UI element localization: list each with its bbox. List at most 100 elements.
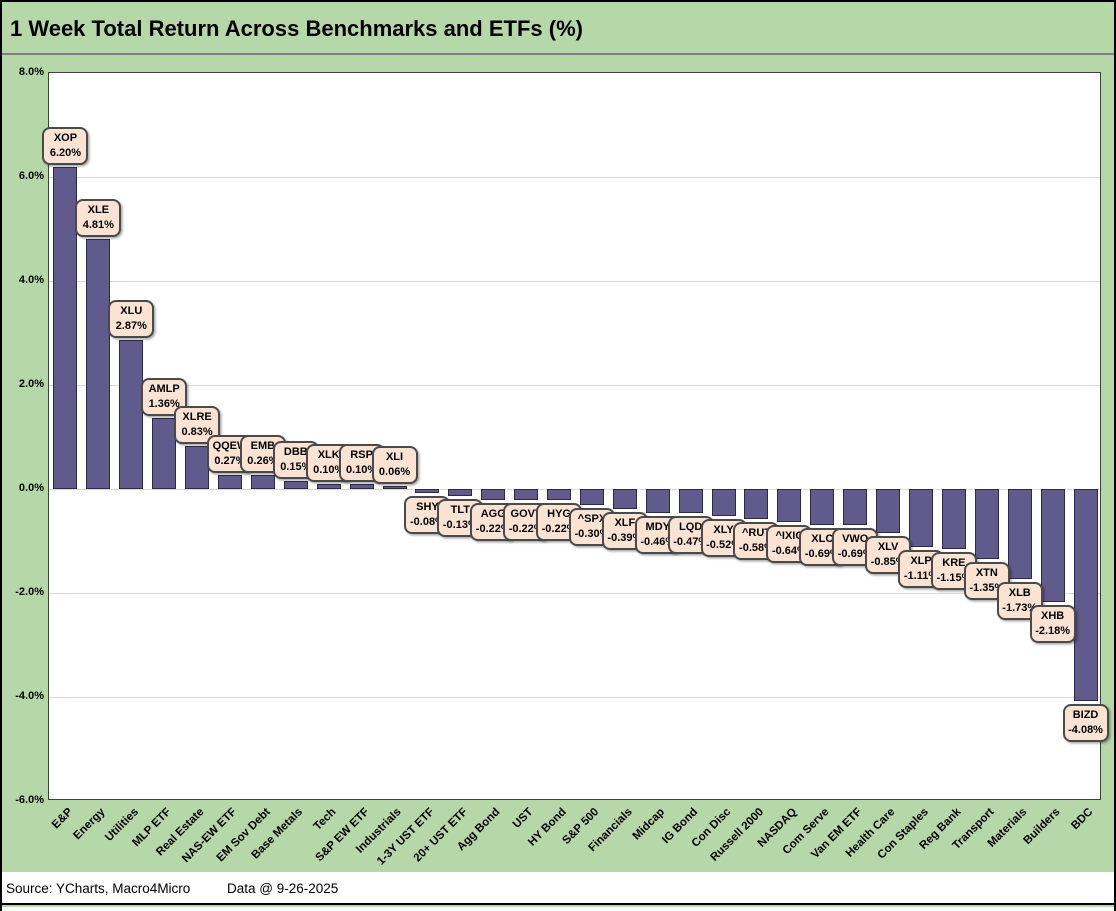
gridline [49,593,1100,594]
bar [579,489,604,505]
callout-value: -0.58% [739,542,774,555]
bar [119,339,144,489]
callout-value: -0.08% [409,516,445,529]
callout-ticker: DBB [283,446,308,459]
gridline [49,281,1100,282]
bar [1073,489,1098,702]
data-label-callout: XOP 6.20% [42,126,89,165]
callout-ticker: LQD [679,521,703,534]
callout-value: 6.20% [49,146,82,159]
bar [974,489,999,560]
callout-ticker: KRE [942,556,966,569]
callout-value: -1.11% [903,569,939,582]
callout-ticker: XLV [877,541,899,554]
callout-value: -2.18% [1035,625,1071,638]
callout-ticker: HYG [547,508,571,521]
callout-value: 0.27% [214,454,246,467]
callout-value: -0.30% [574,527,610,540]
bar [547,489,572,501]
callout-ticker: MDY [645,520,670,533]
x-tick-label: Tech [311,806,339,833]
callout-ticker: VWO [842,532,869,545]
y-tick-label: 4.0% [18,274,44,286]
callout-ticker: GOVT [510,508,542,521]
title-separator [2,53,1114,55]
bar [316,483,341,489]
bar [250,475,275,489]
bar [349,483,374,489]
callout-ticker: XHB [1041,610,1065,623]
callout-ticker: XLRE [182,410,212,423]
callout-ticker: XLE [87,203,110,216]
callout-value: 0.15% [280,461,312,474]
bar [382,485,407,489]
footer-padding [2,907,1114,911]
y-tick-label: 6.0% [18,170,44,182]
x-tick-label: UST [510,806,536,831]
callout-ticker: XLF [614,517,636,530]
bar [53,166,78,489]
callout-ticker: EMB [250,440,276,453]
callout-ticker: SHY [416,501,439,514]
callout-ticker: XLP [910,554,932,567]
y-tick-label: -6.0% [15,794,44,806]
callout-ticker: AGG [480,508,506,521]
source-note: Source: YCharts, Macro4Micro [6,881,191,896]
callout-value: -0.39% [607,532,643,545]
callout-value: -0.69% [804,547,840,560]
gridline [49,177,1100,178]
footer-bar: Source: YCharts, Macro4Micro Data @ 9-26… [2,872,1114,905]
bar [744,489,769,520]
bar [711,489,736,517]
bar [1040,489,1065,603]
gridline [49,697,1100,698]
callout-ticker: TLT [450,503,470,516]
callout-value: -0.85% [870,556,906,569]
bar [152,418,177,489]
bar [810,489,835,525]
callout-value: 0.83% [181,425,213,438]
bar [481,489,506,501]
data-label-callout: XLRE 0.83% [174,405,221,444]
bar [415,489,440,494]
bar [514,489,539,501]
callout-value: -0.46% [640,535,676,548]
callout-ticker: XLK [317,448,340,461]
bar [876,489,901,534]
callout-ticker: AMLP [148,383,180,396]
callout-ticker: XLC [811,532,834,545]
data-label-callout: XLI 0.06% [371,445,418,484]
bar [185,445,210,489]
callout-ticker: ^RUT [741,527,771,540]
x-tick-label: Energy [71,806,108,843]
callout-value: -0.69% [837,547,873,560]
callout-ticker: ^IXIC [775,530,804,543]
callout-ticker: BIZD [1072,709,1099,722]
x-tick-label: BDC [1068,806,1096,833]
bar [645,489,670,513]
callout-value: -1.73% [1002,601,1038,614]
data-label-callout: XHB -2.18% [1029,605,1076,644]
data-date-note: Data @ 9-26-2025 [227,881,339,896]
bar [843,489,868,525]
data-label-callout: XLB -1.73% [996,581,1043,620]
callout-ticker: XLB [1008,586,1031,599]
data-label-callout: XTN -1.35% [963,562,1010,601]
callout-ticker: XOP [53,131,78,144]
callout-value: 0.10% [346,463,378,476]
callout-value: 0.26% [247,455,279,468]
data-label-callout: XLU 2.87% [108,299,155,338]
y-tick-label: -2.0% [15,586,44,598]
y-tick-label: -4.0% [15,690,44,702]
callout-ticker: RSP [350,448,373,461]
callout-ticker: QQEW [212,439,248,452]
callout-value: 0.10% [313,463,345,476]
y-tick-label: 8.0% [18,66,44,78]
callout-ticker: XLY [713,524,734,537]
x-tick-label: E&P [49,806,75,832]
callout-value: -4.08% [1068,724,1103,737]
callout-ticker: XLI [385,450,404,463]
callout-value: -0.22% [508,523,544,536]
callout-ticker: XLU [120,304,143,317]
callout-value: -0.22% [541,523,577,536]
